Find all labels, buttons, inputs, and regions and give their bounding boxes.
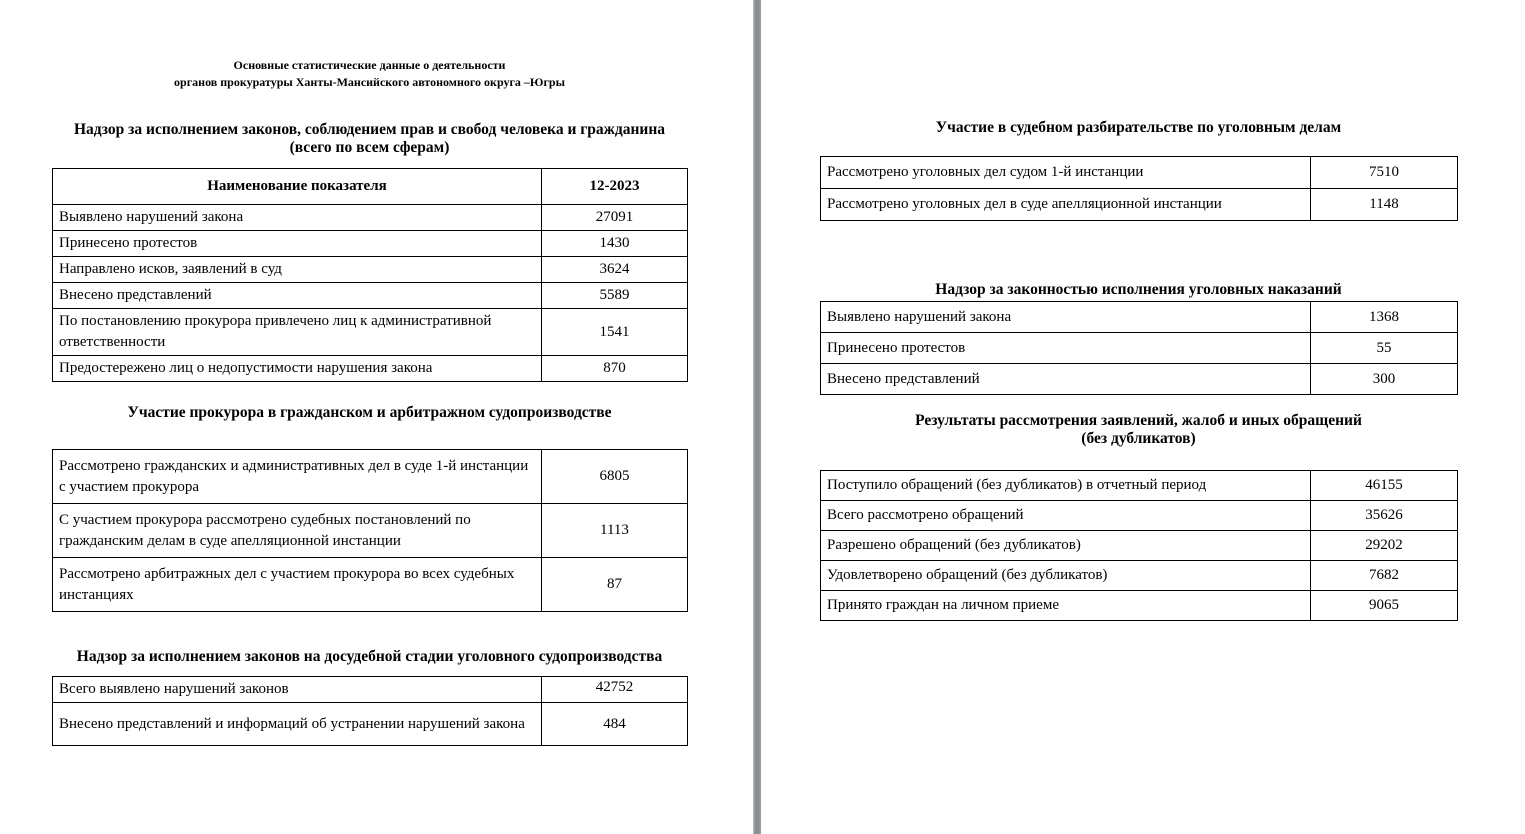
section-heading-appeals-results: Результаты рассмотрения заявлений, жалоб… (820, 412, 1457, 448)
row-value: 7682 (1310, 560, 1458, 591)
row-label: Принято граждан на личном приеме (820, 590, 1311, 621)
row-label: Внесено представлений и информаций об ус… (52, 702, 542, 746)
row-value: 484 (541, 702, 688, 746)
section-heading-line-2: (без дубликатов) (1081, 430, 1196, 447)
row-label: Выявлено нарушений закона (52, 204, 542, 231)
row-value: 7510 (1310, 156, 1458, 189)
section-heading-penal-supervision: Надзор за законностью исполнения уголовн… (935, 281, 1342, 298)
table-appeals-results: Поступило обращений (без дубликатов) в о… (820, 470, 1458, 621)
row-label: Разрешено обращений (без дубликатов) (820, 530, 1311, 561)
table-row: Рассмотрено уголовных дел в суде апелляц… (820, 188, 1458, 221)
row-value: 1113 (541, 503, 688, 558)
section-heading-supervision-general: Надзор за исполнением законов, соблюдени… (52, 121, 687, 157)
table-civil-arbitration: Рассмотрено гражданских и административн… (52, 449, 688, 612)
table-penal-supervision: Выявлено нарушений закона 1368 Принесено… (820, 301, 1458, 395)
section-heading-criminal-trials: Участие в судебном разбирательстве по уг… (935, 119, 1342, 136)
row-value: 6805 (541, 449, 688, 504)
row-label: Рассмотрено гражданских и административн… (52, 449, 542, 504)
table-row: Рассмотрено арбитражных дел с участием п… (52, 557, 688, 612)
row-label: Предостережено лиц о недопустимости нару… (52, 355, 542, 382)
row-value: 27091 (541, 204, 688, 231)
document-title: Основные статистические данные о деятель… (52, 0, 687, 91)
table-row: Выявлено нарушений закона 1368 (820, 301, 1458, 333)
table-row: Выявлено нарушений закона 27091 (52, 204, 688, 231)
row-label: Принесено протестов (820, 332, 1311, 364)
row-label: Удовлетворено обращений (без дубликатов) (820, 560, 1311, 591)
page-divider (753, 0, 761, 834)
table-row: Всего выявлено нарушений законов 42752 (52, 676, 688, 703)
row-label: Рассмотрено уголовных дел судом 1-й инст… (820, 156, 1311, 189)
row-value: 1541 (541, 308, 688, 356)
table-row: Удовлетворено обращений (без дубликатов)… (820, 560, 1458, 591)
page-right-content: Участие в судебном разбирательстве по уг… (820, 0, 1458, 621)
table-criminal-trials: Рассмотрено уголовных дел судом 1-й инст… (820, 156, 1458, 221)
section-heading-line-1: Надзор за исполнением законов, соблюдени… (73, 121, 666, 138)
row-value: 35626 (1310, 500, 1458, 531)
table-row: Внесено представлений 5589 (52, 282, 688, 309)
table-row: Предостережено лиц о недопустимости нару… (52, 355, 688, 382)
table-row: Принято граждан на личном приеме 9065 (820, 590, 1458, 621)
row-value: 5589 (541, 282, 688, 309)
row-label: С участием прокурора рассмотрено судебны… (52, 503, 542, 558)
row-value: 42752 (541, 676, 688, 703)
table-supervision-general: Наименование показателя 12-2023 Выявлено… (52, 168, 688, 382)
section-heading-line-2: (всего по всем сферам) (289, 139, 450, 156)
row-value: 300 (1310, 363, 1458, 395)
table-row: Поступило обращений (без дубликатов) в о… (820, 470, 1458, 501)
row-label: Выявлено нарушений закона (820, 301, 1311, 333)
table-row: Принесено протестов 1430 (52, 230, 688, 257)
row-value: 55 (1310, 332, 1458, 364)
table-row: Направлено исков, заявлений в суд 3624 (52, 256, 688, 283)
page-left: Основные статистические данные о деятель… (0, 0, 753, 834)
row-value: 3624 (541, 256, 688, 283)
row-label: Поступило обращений (без дубликатов) в о… (820, 470, 1311, 501)
row-value: 29202 (1310, 530, 1458, 561)
table-row: Принесено протестов 55 (820, 332, 1458, 364)
table-row: Разрешено обращений (без дубликатов) 292… (820, 530, 1458, 561)
table-pretrial-supervision: Всего выявлено нарушений законов 42752 В… (52, 676, 688, 746)
table-row: Внесено представлений и информаций об ус… (52, 702, 688, 746)
row-value: 870 (541, 355, 688, 382)
column-header-period: 12-2023 (541, 168, 688, 205)
table-header-row: Наименование показателя 12-2023 (52, 168, 688, 205)
table-row: Рассмотрено уголовных дел судом 1-й инст… (820, 156, 1458, 189)
table-row: Рассмотрено гражданских и административн… (52, 449, 688, 504)
row-value: 9065 (1310, 590, 1458, 621)
page-left-content: Основные статистические данные о деятель… (52, 0, 688, 746)
section-heading-line-1: Результаты рассмотрения заявлений, жалоб… (915, 412, 1362, 429)
row-label: Внесено представлений (820, 363, 1311, 395)
table-row: С участием прокурора рассмотрено судебны… (52, 503, 688, 558)
row-label: Всего рассмотрено обращений (820, 500, 1311, 531)
row-label: Рассмотрено уголовных дел в суде апелляц… (820, 188, 1311, 221)
row-label: По постановлению прокурора привлечено ли… (52, 308, 542, 356)
row-label: Принесено протестов (52, 230, 542, 257)
row-value: 1148 (1310, 188, 1458, 221)
row-label: Рассмотрено арбитражных дел с участием п… (52, 557, 542, 612)
table-row: Внесено представлений 300 (820, 363, 1458, 395)
page-right: Участие в судебном разбирательстве по уг… (761, 0, 1525, 834)
table-row: Всего рассмотрено обращений 35626 (820, 500, 1458, 531)
row-value: 46155 (1310, 470, 1458, 501)
column-header-indicator-name: Наименование показателя (52, 168, 542, 205)
section-heading-civil-arbitration: Участие прокурора в гражданском и арбитр… (127, 404, 612, 421)
row-value: 1368 (1310, 301, 1458, 333)
row-value: 1430 (541, 230, 688, 257)
row-label: Всего выявлено нарушений законов (52, 676, 542, 703)
document-title-line-1: Основные статистические данные о деятель… (233, 58, 506, 72)
row-value: 87 (541, 557, 688, 612)
row-label: Направлено исков, заявлений в суд (52, 256, 542, 283)
table-row: По постановлению прокурора привлечено ли… (52, 308, 688, 356)
row-label: Внесено представлений (52, 282, 542, 309)
section-heading-pretrial-supervision: Надзор за исполнением законов на досудеб… (76, 648, 663, 665)
document-title-line-2: органов прокуратуры Ханты-Мансийского ав… (174, 75, 565, 89)
